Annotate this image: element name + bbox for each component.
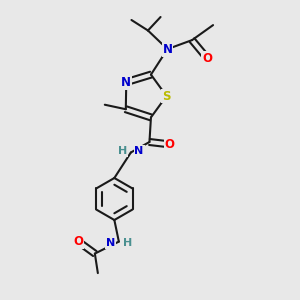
Text: O: O	[165, 138, 175, 151]
Text: N: N	[106, 238, 115, 248]
Text: N: N	[163, 43, 172, 56]
Text: N: N	[134, 146, 144, 156]
Text: S: S	[162, 89, 171, 103]
Text: H: H	[118, 146, 127, 156]
Text: O: O	[74, 235, 83, 248]
Text: N: N	[121, 76, 131, 88]
Text: H: H	[123, 238, 133, 248]
Text: O: O	[202, 52, 212, 64]
